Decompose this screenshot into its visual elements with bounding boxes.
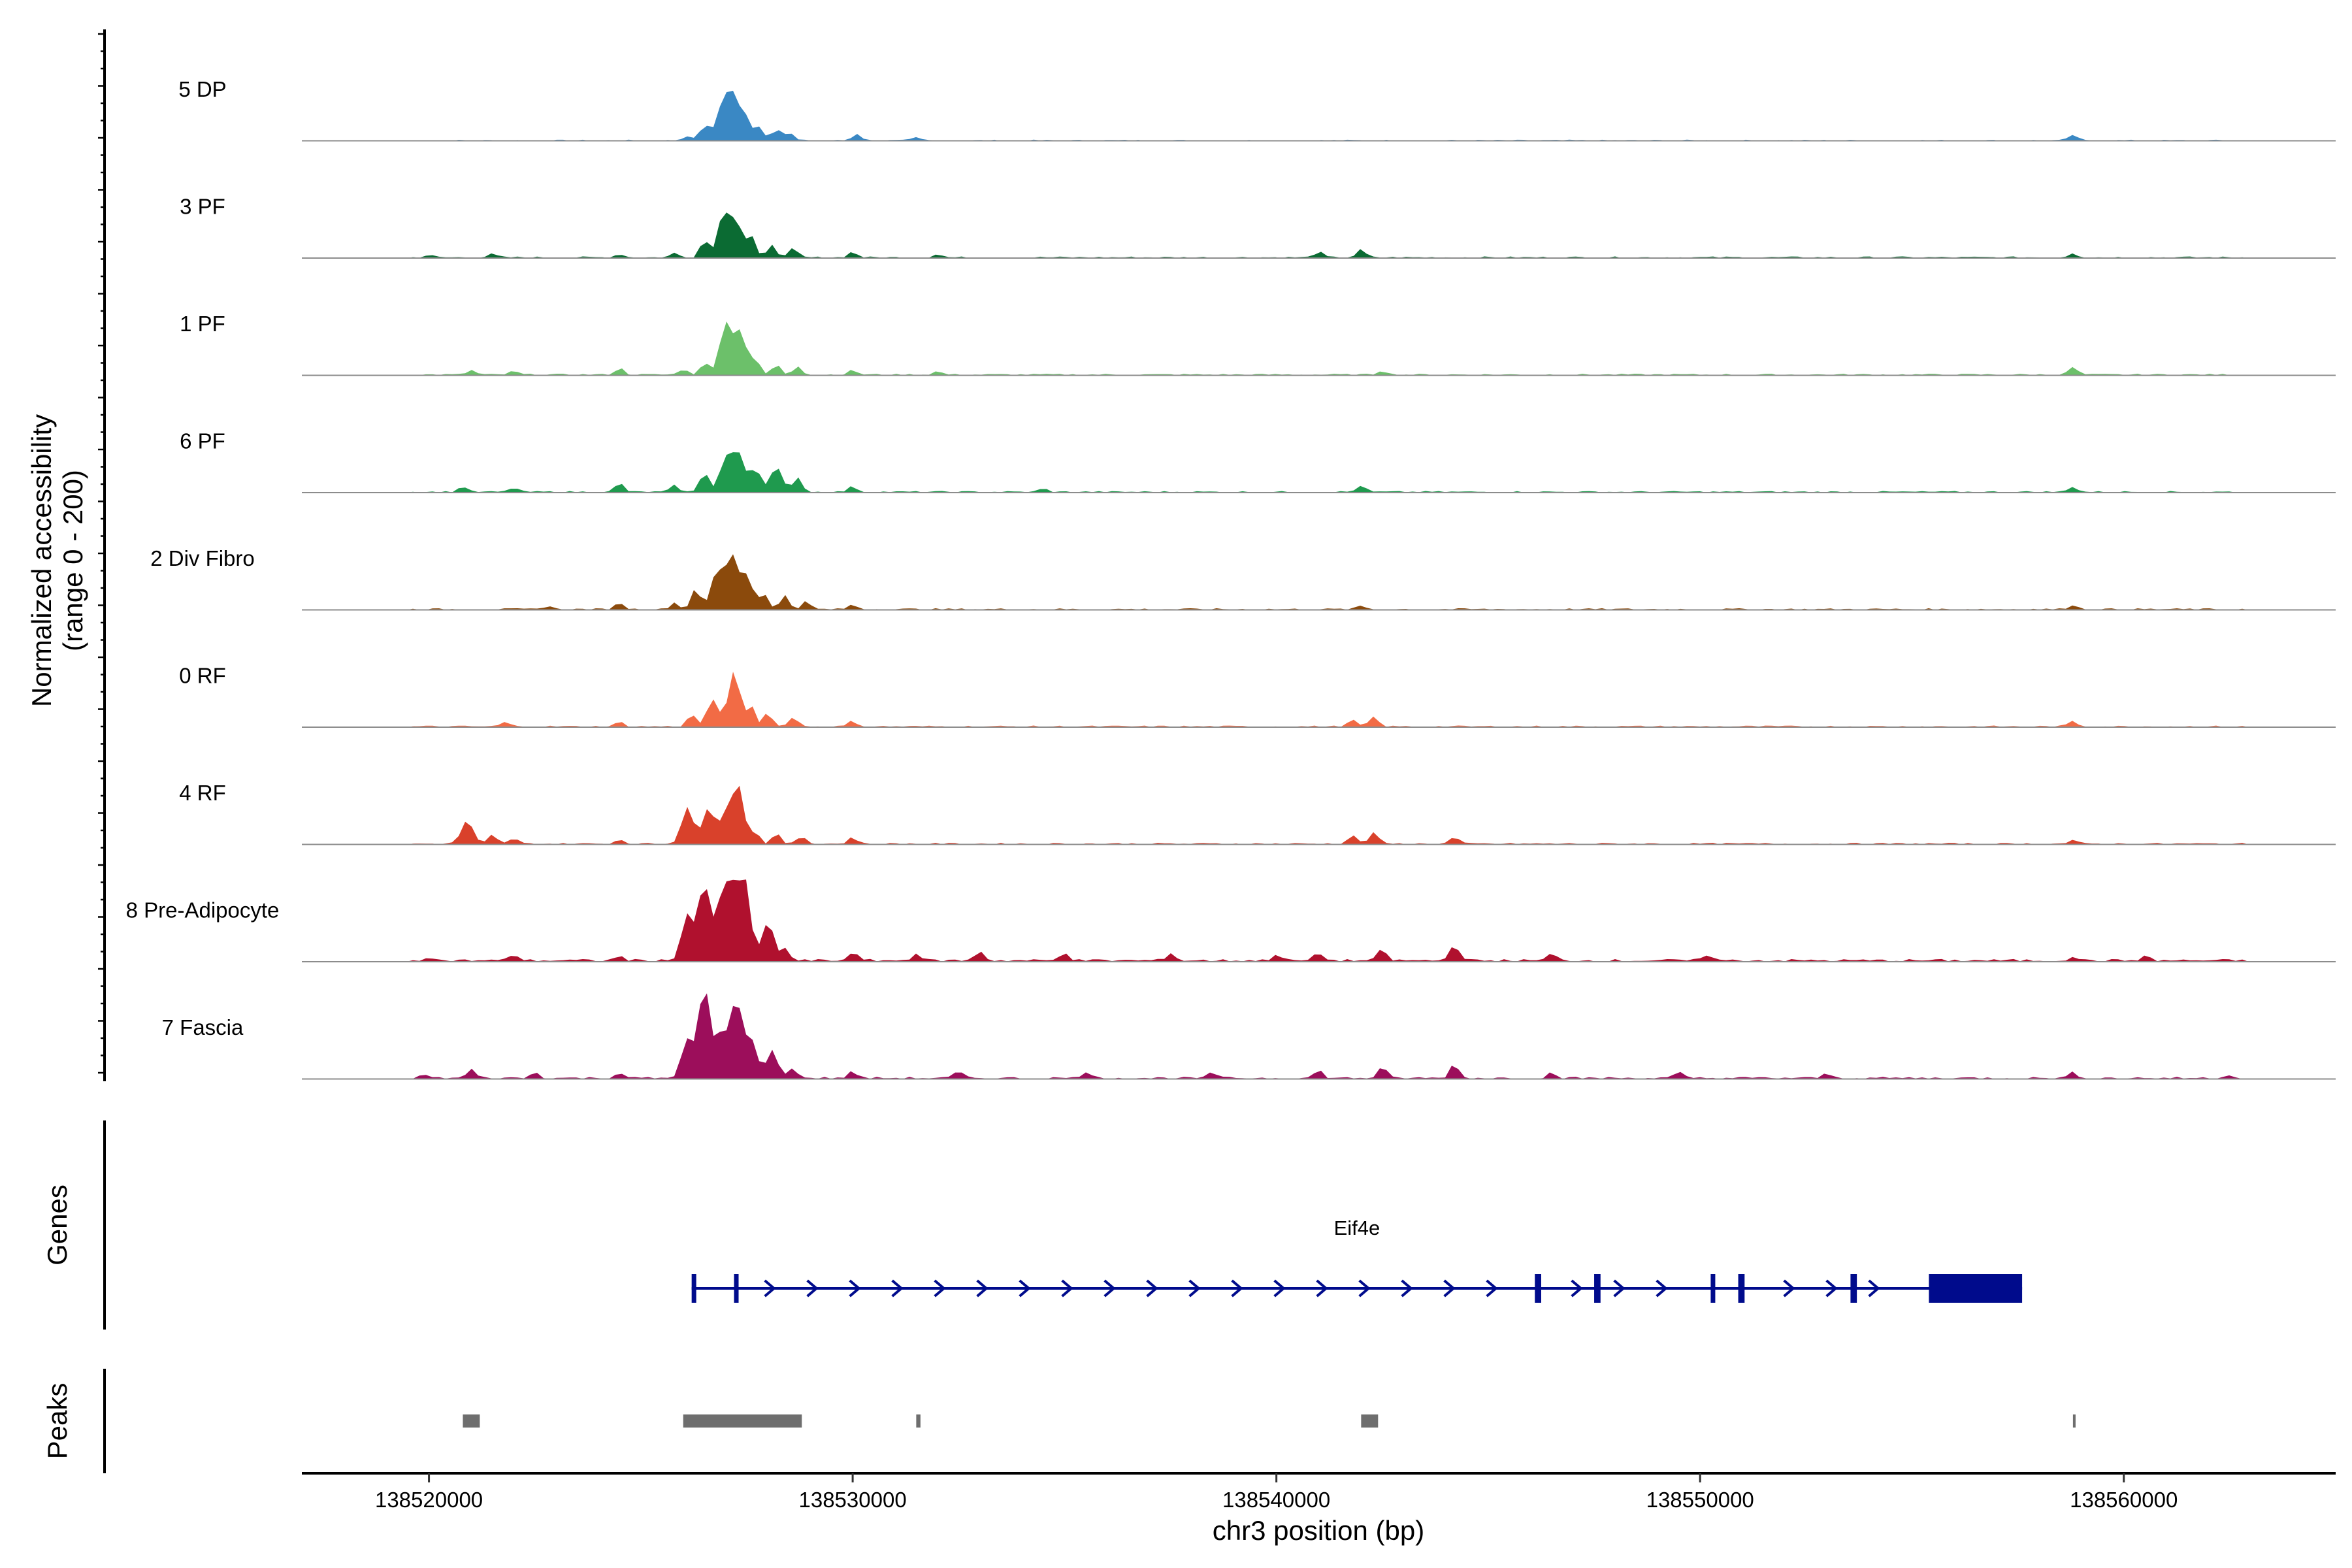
gene-exon bbox=[734, 1274, 739, 1303]
strand-arrow bbox=[849, 1279, 861, 1298]
coverage-area bbox=[302, 321, 2336, 376]
strand-arrow bbox=[1783, 1279, 1795, 1298]
gene-exon bbox=[1594, 1274, 1601, 1303]
strand-arrow bbox=[806, 1279, 819, 1298]
strand-arrow bbox=[1061, 1279, 1073, 1298]
x-tick-label: 138530000 bbox=[799, 1488, 907, 1512]
peak-regions bbox=[463, 1414, 2076, 1428]
strand-arrow bbox=[1825, 1279, 1838, 1298]
peak-region bbox=[2072, 1414, 2076, 1428]
track-8-pre-adipocyte: 8 Pre-Adipocyte bbox=[126, 879, 2336, 962]
track-label: 1 PF bbox=[180, 312, 225, 336]
track-label: 0 RF bbox=[179, 664, 226, 688]
strand-arrow bbox=[1868, 1279, 1880, 1298]
x-tick-label: 138560000 bbox=[2070, 1488, 2178, 1512]
gene-name-label: Eif4e bbox=[1334, 1217, 1380, 1239]
strand-arrow bbox=[1486, 1279, 1498, 1298]
track-label: 2 Div Fibro bbox=[150, 546, 255, 570]
track-label: 3 PF bbox=[180, 195, 225, 219]
peak-region bbox=[916, 1414, 921, 1428]
gene-exon bbox=[1535, 1274, 1541, 1303]
genes-track-label: Genes bbox=[42, 1184, 73, 1266]
gene-exon bbox=[691, 1274, 696, 1303]
strand-arrow bbox=[1358, 1279, 1371, 1298]
strand-arrow bbox=[1401, 1279, 1413, 1298]
strand-arrow bbox=[1019, 1279, 1031, 1298]
track-0-rf: 0 RF bbox=[179, 664, 2336, 728]
track-1-pf: 1 PF bbox=[180, 312, 2336, 376]
strand-arrow bbox=[1231, 1279, 1243, 1298]
track-6-pf: 6 PF bbox=[180, 429, 2336, 493]
track-3-pf: 3 PF bbox=[180, 195, 2336, 259]
peak-region bbox=[683, 1414, 802, 1428]
gene-model-eif4e bbox=[691, 1274, 2023, 1303]
strand-arrow bbox=[1146, 1279, 1158, 1298]
y-axis-title-line1: Normalized accessibility bbox=[26, 414, 57, 707]
x-axis-title: chr3 position (bp) bbox=[1213, 1515, 1425, 1546]
coverage-area bbox=[302, 672, 2336, 727]
coverage-tracks: 5 DP 3 PF 1 PF 6 PF 2 Div Fibro 0 RF 4 RF 8 Pre… bbox=[126, 77, 2336, 1080]
strand-arrow bbox=[1443, 1279, 1456, 1298]
peak-region bbox=[1361, 1414, 1379, 1428]
coverage-area bbox=[302, 879, 2336, 962]
coverage-area bbox=[302, 452, 2336, 493]
coverage-y-ticks bbox=[98, 33, 105, 1074]
gene-exon bbox=[1710, 1274, 1716, 1303]
strand-arrow bbox=[1656, 1279, 1668, 1298]
coverage-area bbox=[302, 993, 2336, 1079]
peak-region bbox=[463, 1414, 480, 1428]
gene-exon bbox=[1929, 1274, 2023, 1303]
strand-arrow bbox=[1273, 1279, 1286, 1298]
track-2-div-fibro: 2 Div Fibro bbox=[150, 546, 2336, 611]
track-label: 4 RF bbox=[179, 781, 226, 805]
y-axis-title-line2: (range 0 - 200) bbox=[57, 470, 88, 651]
coverage-area bbox=[302, 90, 2336, 141]
strand-arrow bbox=[1316, 1279, 1328, 1298]
strand-arrow bbox=[1571, 1279, 1583, 1298]
strand-arrow bbox=[1613, 1279, 1625, 1298]
x-axis-ticks: 138520000 138530000 138540000 138550000 1385… bbox=[375, 1473, 2178, 1512]
peaks-track-label: Peaks bbox=[42, 1383, 73, 1460]
track-4-rf: 4 RF bbox=[179, 781, 2336, 845]
strand-arrow bbox=[891, 1279, 904, 1298]
strand-arrow bbox=[764, 1279, 776, 1298]
track-label: 7 Fascia bbox=[162, 1015, 244, 1039]
coverage-area bbox=[302, 212, 2336, 258]
strand-arrow bbox=[1103, 1279, 1116, 1298]
coverage-area bbox=[302, 554, 2336, 610]
strand-arrow bbox=[976, 1279, 988, 1298]
x-tick-label: 138540000 bbox=[1222, 1488, 1330, 1512]
track-5-dp: 5 DP bbox=[178, 77, 2336, 142]
x-tick-label: 138520000 bbox=[375, 1488, 483, 1512]
gene-exon bbox=[1850, 1274, 1857, 1303]
track-label: 5 DP bbox=[178, 77, 226, 101]
x-tick-label: 138550000 bbox=[1646, 1488, 1754, 1512]
track-label: 6 PF bbox=[180, 429, 225, 453]
strand-arrow bbox=[1188, 1279, 1201, 1298]
gene-exon bbox=[1738, 1274, 1745, 1303]
track-7-fascia: 7 Fascia bbox=[162, 993, 2336, 1080]
track-label: 8 Pre-Adipocyte bbox=[126, 898, 280, 923]
strand-arrow bbox=[934, 1279, 946, 1298]
coverage-area bbox=[302, 785, 2336, 845]
